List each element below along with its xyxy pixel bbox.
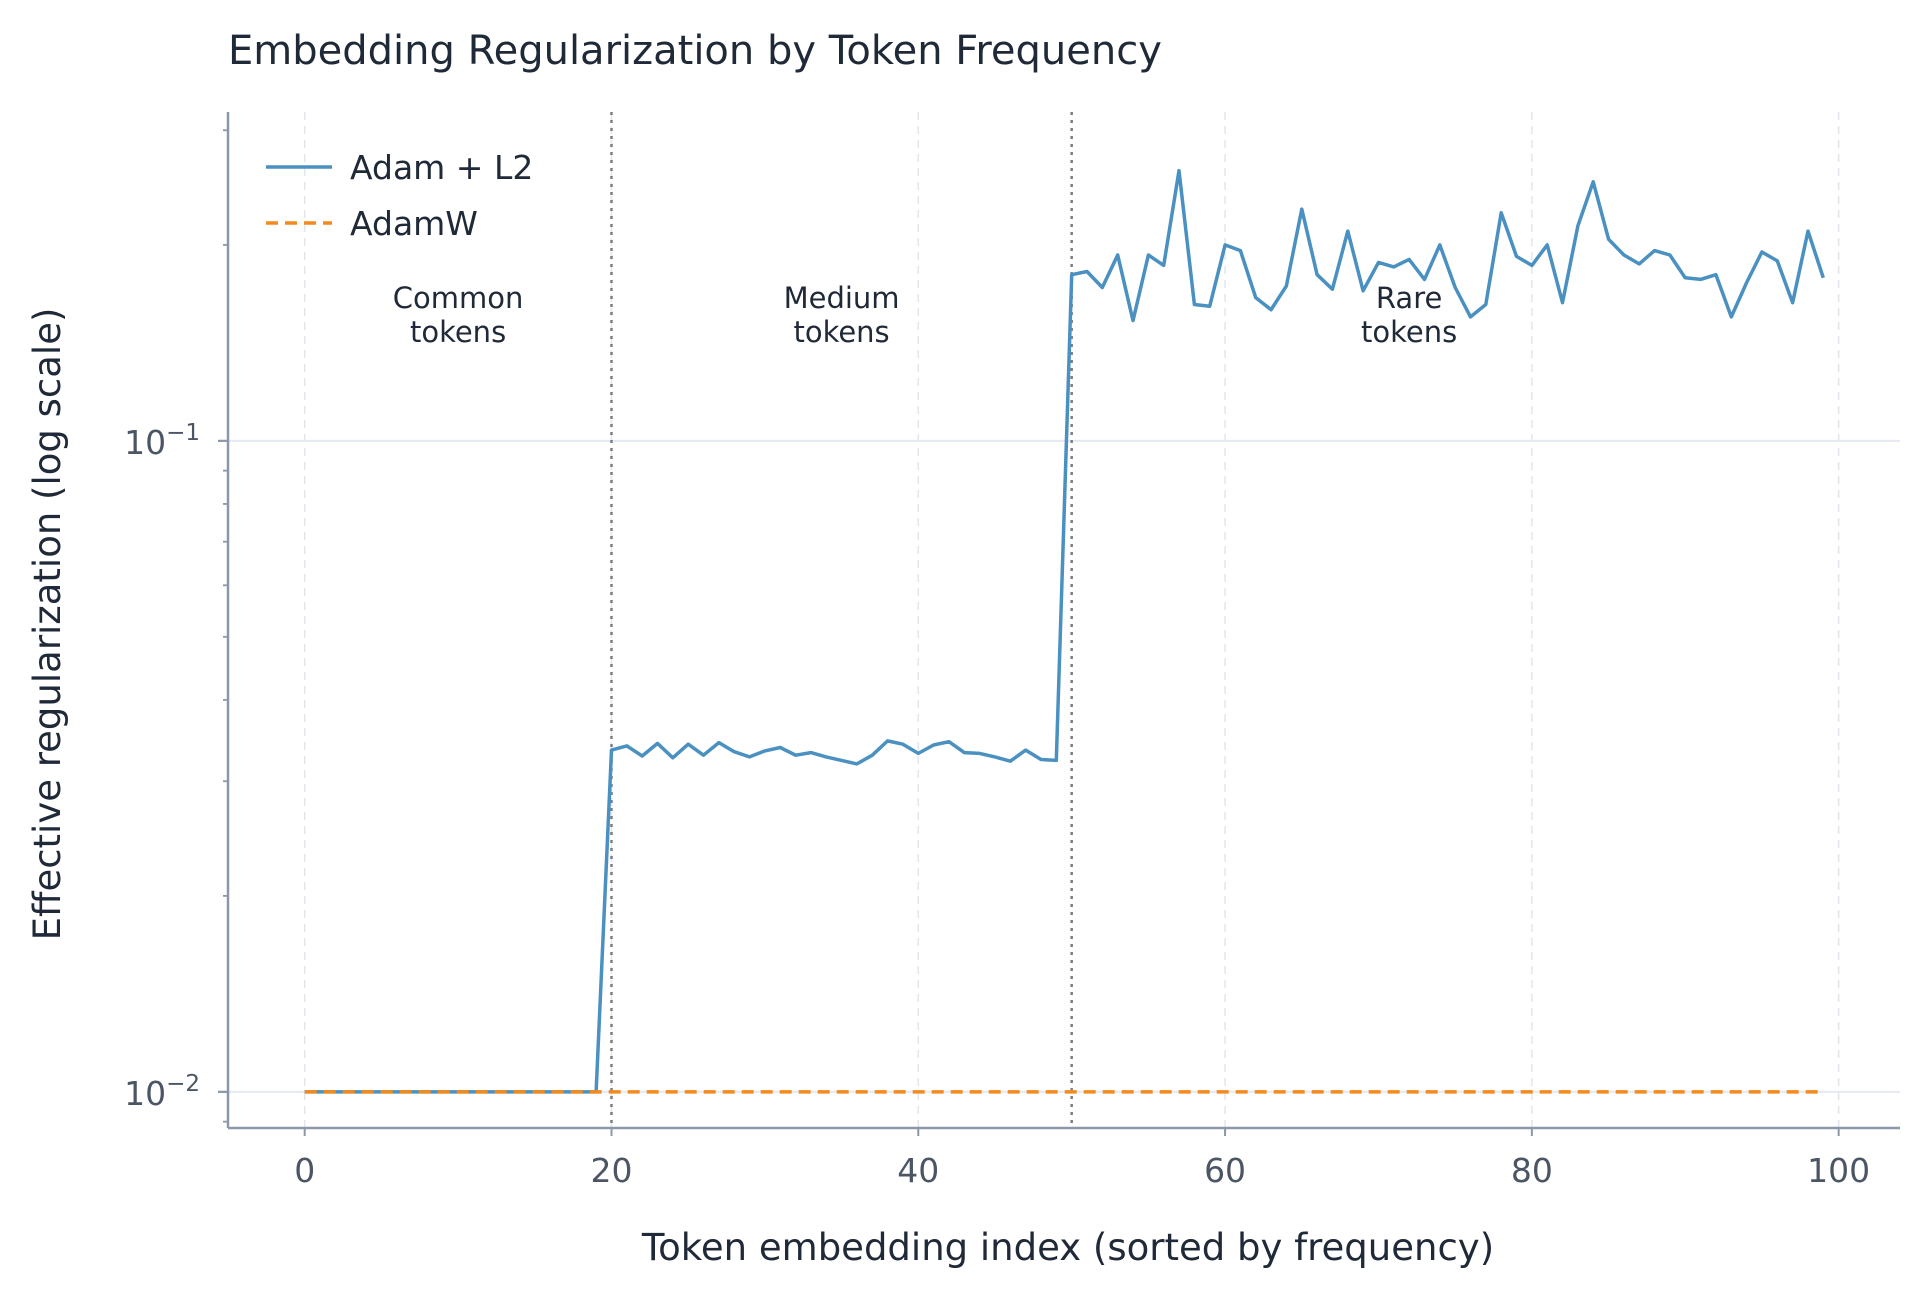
legend-label-adam-l2: Adam + L2 bbox=[350, 148, 533, 187]
x-tick-label: 60 bbox=[1204, 1151, 1246, 1190]
legend-label-adamw: AdamW bbox=[350, 204, 478, 243]
chart-title: Embedding Regularization by Token Freque… bbox=[228, 28, 1162, 74]
region-boundaries bbox=[610, 112, 1073, 1128]
y-axis-label: Effective regularization (log scale) bbox=[26, 308, 69, 941]
grid bbox=[228, 112, 1900, 1128]
region-annotation: Medium tokens bbox=[784, 281, 900, 349]
axes: 0 20 40 60 80 100 10−2 10−1 bbox=[124, 112, 1900, 1190]
series-adam-l2 bbox=[304, 168, 1825, 1094]
x-tick-label: 40 bbox=[897, 1151, 939, 1190]
series-layer bbox=[304, 168, 1825, 1094]
x-tick-label: 80 bbox=[1511, 1151, 1553, 1190]
x-tick-label: 0 bbox=[294, 1151, 315, 1190]
region-annotations: Common tokens Medium tokens Rare tokens bbox=[393, 281, 1457, 349]
legend: Adam + L2 AdamW bbox=[266, 148, 533, 243]
y-tick-label: 10−1 bbox=[124, 420, 200, 462]
x-tick-label: 100 bbox=[1807, 1151, 1870, 1190]
x-axis-label: Token embedding index (sorted by frequen… bbox=[641, 1226, 1494, 1269]
region-annotation: Common tokens bbox=[393, 281, 524, 349]
y-tick-label: 10−2 bbox=[124, 1071, 200, 1113]
region-annotation: Rare tokens bbox=[1361, 281, 1457, 349]
x-tick-label: 20 bbox=[590, 1151, 632, 1190]
